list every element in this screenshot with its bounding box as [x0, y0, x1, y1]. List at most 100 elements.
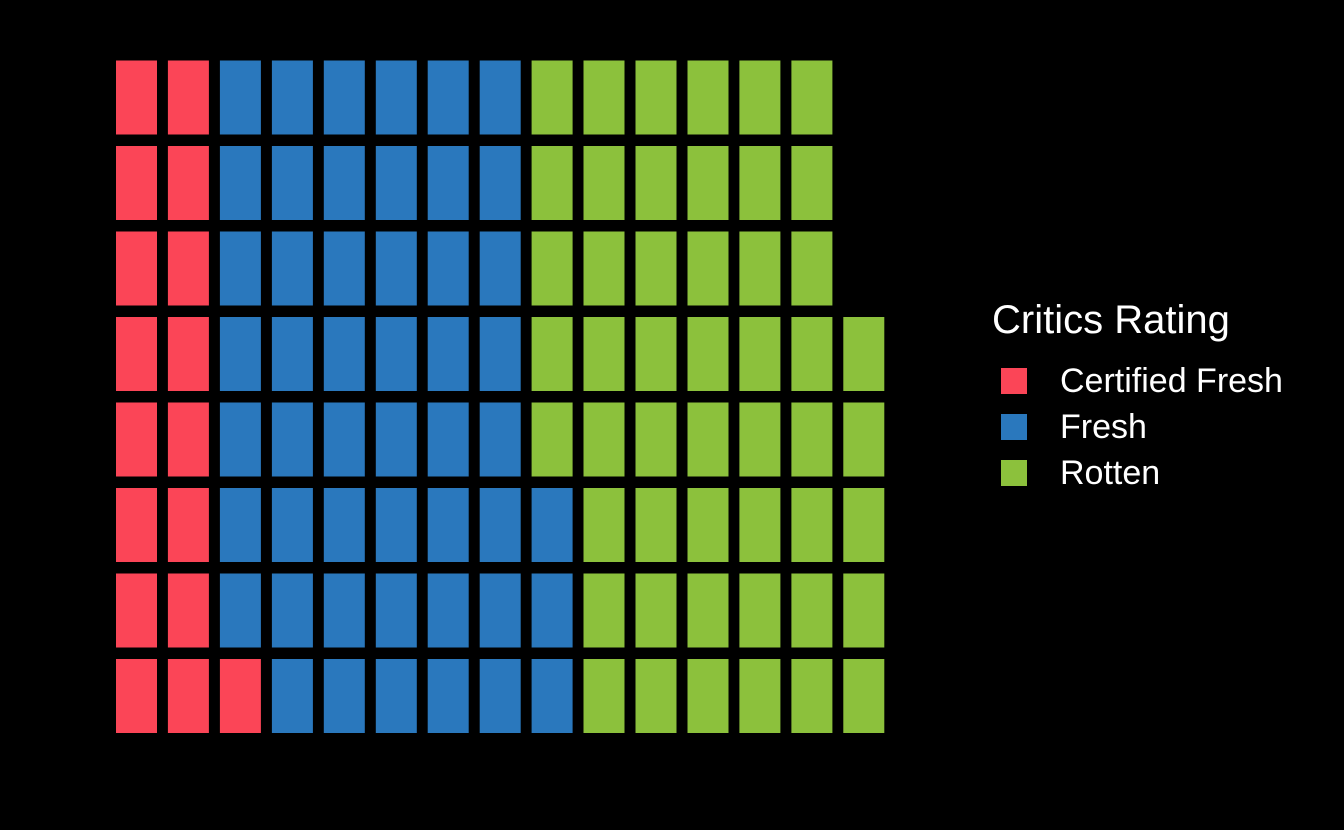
waffle-cell-fresh — [323, 146, 365, 220]
waffle-cell-fresh — [479, 317, 521, 391]
waffle-cell-fresh — [427, 573, 469, 648]
waffle-cell-rotten — [739, 659, 781, 733]
waffle-cell-rotten — [635, 146, 677, 220]
waffle-cell-rotten — [791, 231, 833, 306]
waffle-cell-rotten — [843, 659, 885, 733]
waffle-cell-fresh — [323, 659, 365, 733]
waffle-cell-fresh — [271, 402, 313, 477]
waffle-cell-fresh — [427, 146, 469, 220]
waffle-cell-rotten — [531, 231, 573, 306]
waffle-cell-rotten — [791, 317, 833, 391]
waffle-cell-rotten — [687, 146, 729, 220]
waffle-cell-certified-fresh — [116, 402, 157, 477]
waffle-cell-rotten — [739, 488, 781, 562]
waffle-cell-fresh — [271, 488, 313, 562]
waffle-cell-rotten — [739, 231, 781, 306]
waffle-cell-rotten — [687, 573, 729, 648]
waffle-cell-fresh — [427, 402, 469, 477]
waffle-cell-rotten — [583, 231, 625, 306]
waffle-cell-fresh — [375, 488, 417, 562]
waffle-cell-fresh — [479, 231, 521, 306]
waffle-cell-certified-fresh — [167, 231, 209, 306]
waffle-cell-fresh — [479, 659, 521, 733]
waffle-cell-rotten — [635, 60, 677, 135]
waffle-cell-fresh — [219, 488, 261, 562]
legend-item-rotten: Rotten — [992, 450, 1283, 496]
waffle-cell-fresh — [427, 60, 469, 135]
waffle-cell-fresh — [427, 231, 469, 306]
waffle-cell-certified-fresh — [167, 659, 209, 733]
legend-label-fresh: Fresh — [1060, 407, 1147, 446]
waffle-cell-rotten — [531, 60, 573, 135]
legend-swatch-fresh — [1001, 414, 1027, 440]
waffle-cell-fresh — [479, 146, 521, 220]
waffle-cell-rotten — [583, 60, 625, 135]
waffle-cell-rotten — [635, 317, 677, 391]
waffle-cell-rotten — [583, 146, 625, 220]
waffle-cell-certified-fresh — [116, 573, 157, 648]
waffle-cell-fresh — [219, 573, 261, 648]
waffle-cell-rotten — [635, 402, 677, 477]
waffle-cell-fresh — [323, 317, 365, 391]
waffle-cell-fresh — [323, 60, 365, 135]
waffle-cell-rotten — [843, 573, 885, 648]
waffle-cell-rotten — [739, 402, 781, 477]
waffle-cell-rotten — [843, 488, 885, 562]
waffle-cell-rotten — [687, 402, 729, 477]
legend-swatch-certified-fresh — [1001, 368, 1027, 394]
waffle-cell-fresh — [219, 402, 261, 477]
waffle-cell-rotten — [635, 659, 677, 733]
waffle-cell-fresh — [323, 402, 365, 477]
waffle-cell-fresh — [271, 573, 313, 648]
waffle-cell-fresh — [531, 488, 573, 562]
waffle-cell-certified-fresh — [167, 146, 209, 220]
waffle-cell-rotten — [635, 488, 677, 562]
waffle-cell-rotten — [843, 317, 885, 391]
legend-item-certified-fresh: Certified Fresh — [992, 358, 1283, 404]
waffle-cell-certified-fresh — [116, 60, 157, 135]
legend: Critics Rating Certified Fresh Fresh Rot… — [992, 296, 1283, 496]
waffle-cell-rotten — [687, 60, 729, 135]
waffle-cell-rotten — [791, 488, 833, 562]
waffle-cell-fresh — [479, 488, 521, 562]
waffle-cell-fresh — [323, 231, 365, 306]
waffle-cell-rotten — [739, 146, 781, 220]
waffle-cell-fresh — [479, 573, 521, 648]
waffle-cell-rotten — [583, 317, 625, 391]
waffle-cell-certified-fresh — [116, 488, 157, 562]
waffle-cell-fresh — [323, 488, 365, 562]
waffle-cell-fresh — [375, 60, 417, 135]
legend-title: Critics Rating — [992, 298, 1230, 342]
waffle-cell-rotten — [739, 573, 781, 648]
waffle-cell-fresh — [219, 231, 261, 306]
waffle-cell-rotten — [739, 317, 781, 391]
waffle-cell-fresh — [375, 659, 417, 733]
waffle-cell-certified-fresh — [167, 402, 209, 477]
waffle-cell-certified-fresh — [116, 231, 157, 306]
waffle-cell-certified-fresh — [167, 573, 209, 648]
waffle-cell-fresh — [271, 659, 313, 733]
legend-label-rotten: Rotten — [1060, 453, 1161, 492]
waffle-cell-fresh — [323, 573, 365, 648]
waffle-cell-certified-fresh — [116, 146, 157, 220]
waffle-cell-rotten — [791, 146, 833, 220]
waffle-cell-fresh — [375, 317, 417, 391]
waffle-cell-rotten — [739, 60, 781, 135]
waffle-cell-rotten — [791, 573, 833, 648]
waffle-cell-fresh — [219, 60, 261, 135]
waffle-cell-fresh — [427, 659, 469, 733]
waffle-cell-rotten — [583, 402, 625, 477]
waffle-cell-fresh — [531, 573, 573, 648]
waffle-cell-rotten — [635, 573, 677, 648]
waffle-cell-rotten — [687, 231, 729, 306]
waffle-cell-certified-fresh — [116, 659, 157, 733]
waffle-cell-fresh — [271, 317, 313, 391]
waffle-cell-rotten — [531, 146, 573, 220]
waffle-cell-fresh — [219, 317, 261, 391]
waffle-cell-certified-fresh — [167, 317, 209, 391]
legend-item-fresh: Fresh — [992, 404, 1283, 450]
waffle-cell-fresh — [427, 488, 469, 562]
waffle-cell-rotten — [583, 659, 625, 733]
waffle-cell-fresh — [271, 146, 313, 220]
